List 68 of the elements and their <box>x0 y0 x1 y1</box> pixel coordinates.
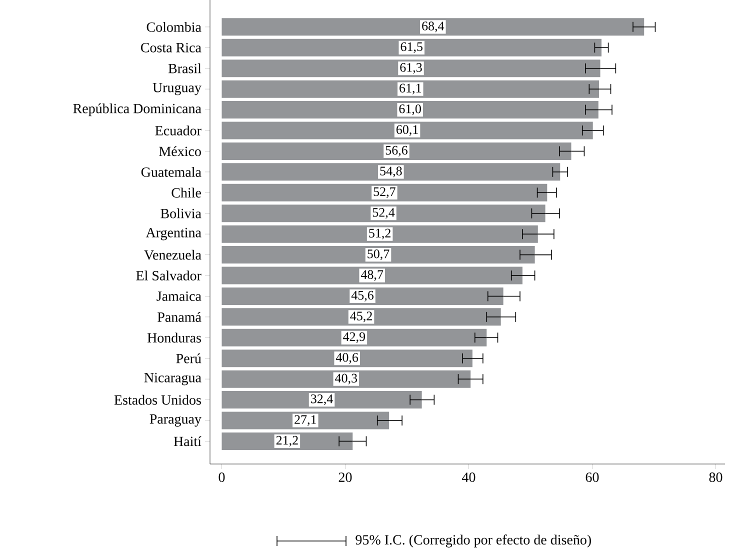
data-label: 45,2 <box>350 312 372 322</box>
data-label: 27,1 <box>294 415 316 426</box>
data-label: 50,7 <box>368 249 390 260</box>
bar <box>222 163 560 181</box>
data-label: 40,3 <box>335 374 358 384</box>
bar <box>222 204 546 222</box>
bar <box>222 370 471 388</box>
y-tick-label: México <box>159 146 201 156</box>
data-label: 68,4 <box>422 22 444 32</box>
data-label: 52,4 <box>372 208 395 219</box>
y-tick-label: Colombia <box>146 22 202 32</box>
bar <box>222 308 501 326</box>
data-label: 32,4 <box>311 394 333 406</box>
bar <box>222 38 602 56</box>
bar <box>222 412 390 430</box>
y-tick-label: Ecuador <box>155 126 202 136</box>
data-label: 61,5 <box>400 42 422 53</box>
bar <box>222 184 548 202</box>
bar <box>222 328 487 346</box>
data-label: 48,7 <box>360 270 384 281</box>
bar <box>222 391 422 409</box>
bar <box>222 350 472 368</box>
y-tick-label: Brasil <box>168 63 202 74</box>
y-tick-label: El Salvador <box>136 270 202 280</box>
y-tick-label: Perú <box>176 353 202 364</box>
data-label: 61,3 <box>400 63 422 74</box>
text: 95% I.C. (Corregido por efecto de diseño) <box>356 534 591 548</box>
data-label: 52,7 <box>374 187 396 198</box>
y-tick-label: Costa Rica <box>141 42 202 52</box>
bar <box>222 60 600 78</box>
bar <box>222 101 598 119</box>
bar <box>222 18 644 36</box>
y-tick-label: Paraguay <box>150 414 202 427</box>
bar <box>222 266 522 284</box>
data-label: 21,2 <box>276 436 298 447</box>
y-tick-label: Nicaragua <box>144 372 202 386</box>
y-tick-label: Bolivia <box>160 208 202 218</box>
x-tick-label: 40 <box>462 472 476 482</box>
y-tick-label: Chile <box>172 188 201 198</box>
bar <box>222 142 572 160</box>
data-label: 61,0 <box>399 104 421 116</box>
data-label: 60,1 <box>396 125 418 136</box>
y-tick-label: Venezuela <box>144 250 202 260</box>
bar <box>222 122 593 140</box>
x-tick-label: 60 <box>586 472 599 482</box>
bar <box>222 287 504 305</box>
y-tick-label: Haití <box>174 436 202 446</box>
bar <box>222 246 535 264</box>
data-label: 56,6 <box>386 146 408 157</box>
y-tick-label: Argentina <box>146 228 202 240</box>
data-label: 42,9 <box>343 332 366 343</box>
x-tick-label: 0 <box>218 472 225 482</box>
data-label: 51,2 <box>369 228 390 240</box>
data-label: 45,6 <box>351 290 374 302</box>
data-label: 54,8 <box>380 166 402 178</box>
y-tick-label: Uruguay <box>152 82 202 96</box>
bar <box>222 80 600 98</box>
y-tick-label: Honduras <box>147 332 201 343</box>
bar <box>222 225 538 243</box>
y-tick-label: Guatemala <box>141 166 202 177</box>
data-label: 40,6 <box>336 353 358 364</box>
y-tick-label: Jamaica <box>156 292 202 301</box>
y-tick-label: República Dominicana <box>73 103 202 116</box>
y-tick-label: Panamá <box>158 312 202 322</box>
y-tick-label: Estados Unidos <box>114 394 201 405</box>
data-label: 61,1 <box>400 84 421 94</box>
x-tick-label: 80 <box>709 472 722 482</box>
x-tick-label: 20 <box>338 472 352 482</box>
